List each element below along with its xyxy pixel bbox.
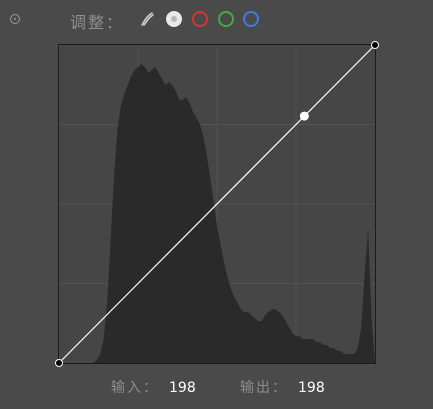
selected-control-point[interactable] [299,111,309,121]
white-dot-icon[interactable] [166,11,182,27]
blue-ring-icon[interactable] [243,11,259,27]
white-point-handle[interactable] [371,41,379,49]
input-readout: 输入： 198 [111,377,196,397]
adjust-label: 调整： [70,13,125,32]
curve-graph[interactable] [55,41,379,367]
curve-canvas[interactable] [55,41,379,367]
output-readout: 输出： 198 [240,377,325,397]
black-point-handle[interactable] [55,359,63,367]
input-value[interactable]: 198 [169,380,196,396]
output-value[interactable]: 198 [298,380,325,396]
green-ring-icon[interactable] [218,11,234,27]
radio-dot-icon[interactable] [10,14,20,24]
red-ring-icon[interactable] [192,11,208,27]
curve-pen-icon[interactable] [139,11,155,27]
curve-line [58,44,376,364]
histogram [59,64,375,363]
input-label: 输入： [111,380,159,396]
output-label: 输出： [240,380,288,396]
